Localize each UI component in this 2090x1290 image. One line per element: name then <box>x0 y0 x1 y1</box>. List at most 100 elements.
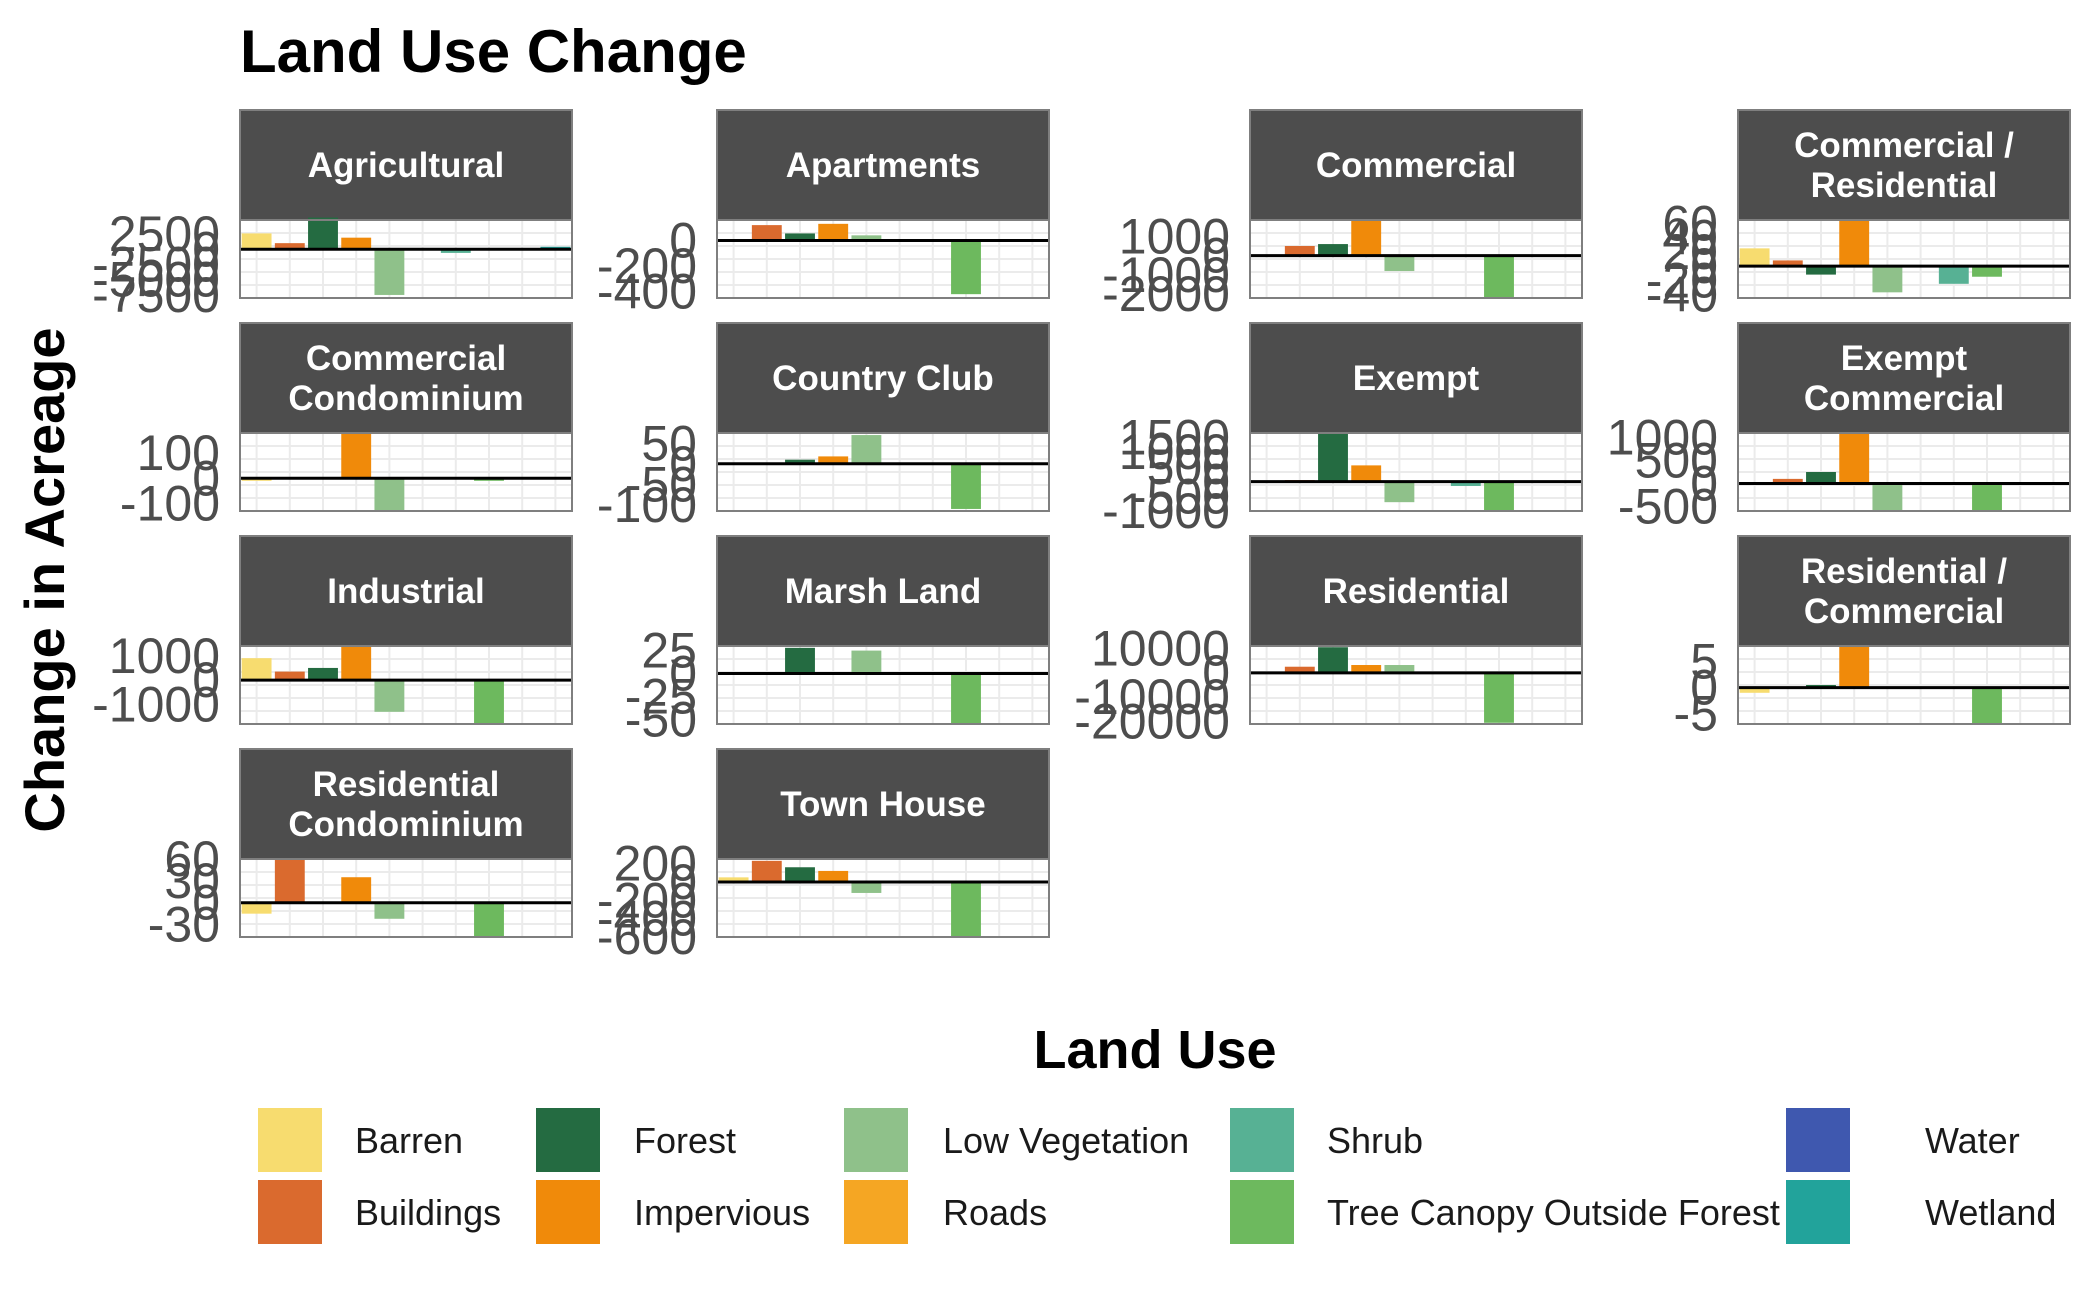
legend-item-buildings: Buildings <box>258 1180 501 1244</box>
y-tick-label: 50 <box>641 415 697 471</box>
facet-strip <box>239 535 573 647</box>
panel-border <box>1737 645 2071 725</box>
facet-strip-label: Country Club <box>772 359 994 398</box>
y-tick-label: -500 <box>1618 478 1718 534</box>
bar-residential-condominium-low-vegetation <box>374 902 405 919</box>
bar-exempt-low-vegetation <box>1384 481 1415 503</box>
y-tick-label: -400 <box>597 264 697 320</box>
y-axis-label: Change in Acreage <box>13 327 76 832</box>
legend-label: Forest <box>634 1120 736 1161</box>
bar-exempt-commercial-tree-canopy-outside-forest <box>1972 483 2002 511</box>
bar-town-house-tree-canopy-outside-forest <box>951 881 981 937</box>
y-tick-label: 5 <box>1690 634 1718 690</box>
bar-exempt-tree-canopy-outside-forest <box>1484 481 1514 511</box>
legend-label: Buildings <box>355 1192 501 1233</box>
bar-marsh-land-tree-canopy-outside-forest <box>951 673 981 724</box>
bar-agricultural-barren <box>241 233 272 250</box>
y-tick-label: 0 <box>669 854 697 910</box>
y-tick-label: 500 <box>1635 433 1718 489</box>
y-tick-label: 0 <box>1690 238 1718 294</box>
facet-strip-label: Agricultural <box>308 146 504 185</box>
bar-industrial-buildings <box>274 671 305 681</box>
legend-label: Roads <box>943 1192 1047 1233</box>
legend-item-barren: Barren <box>258 1108 463 1172</box>
y-tick-label: -5000 <box>92 252 220 308</box>
panel-border <box>1737 432 2071 512</box>
legend-item-wetland: Wetland <box>1786 1180 2056 1244</box>
bar-exempt-commercial-buildings <box>1772 478 1803 484</box>
legend-label: Water <box>1925 1120 2020 1161</box>
legend-swatch <box>1230 1108 1294 1172</box>
facet-panel-industrial: Industrial 10000-1000 <box>92 535 573 733</box>
y-tick-label: 0 <box>192 652 220 708</box>
y-tick-label: 0 <box>669 646 697 702</box>
bar-apartments-tree-canopy-outside-forest <box>951 240 981 295</box>
legend-item-roads: Roads <box>844 1180 1047 1244</box>
bar-country-club-tree-canopy-outside-forest <box>951 463 981 509</box>
panel-border <box>239 219 573 299</box>
y-tick-label: 0 <box>192 221 220 277</box>
y-tick-label: -400 <box>597 891 697 947</box>
legend: Barren Buildings Forest Impervious Low Veget… <box>258 1108 2056 1244</box>
bar-commercial-tree-canopy-outside-forest <box>1484 255 1514 298</box>
facet-panel-commercial: Commercial 10000-1000-2000 <box>1102 109 1583 322</box>
legend-label: Wetland <box>1925 1192 2056 1233</box>
bar-agricultural-impervious <box>341 237 372 250</box>
panel-border <box>1249 219 1583 299</box>
bar-country-club-forest <box>785 459 815 464</box>
legend-label: Low Vegetation <box>943 1120 1189 1161</box>
facet-strip-label: Residential / <box>1801 552 2007 591</box>
bar-marsh-land-low-vegetation <box>851 650 882 674</box>
legend-swatch <box>1786 1108 1850 1172</box>
facet-strip-label: Commercial <box>1316 146 1516 185</box>
panel-border <box>716 219 1050 299</box>
facet-strip-label: Residential <box>1323 572 1510 611</box>
y-tick-label: -50 <box>625 456 697 512</box>
bar-commercial-residential-barren <box>1739 248 1770 267</box>
y-tick-label: 20 <box>1662 224 1718 280</box>
y-tick-label: -200 <box>597 238 697 294</box>
bar-commercial-condominium-impervious <box>341 433 372 479</box>
bar-apartments-low-vegetation <box>851 235 882 241</box>
y-tick-label: -50 <box>625 691 697 747</box>
y-tick-label: 0 <box>1202 228 1230 284</box>
legend-item-shrub: Shrub <box>1230 1108 1423 1172</box>
bar-commercial-forest <box>1318 244 1348 256</box>
legend-swatch <box>1786 1180 1850 1244</box>
bar-town-house-buildings <box>751 860 782 882</box>
y-tick-label: 1000 <box>1119 424 1230 480</box>
bar-residential-commercial-barren <box>1739 687 1770 693</box>
legend-swatch <box>844 1180 908 1244</box>
y-tick-label: -5 <box>1674 686 1718 742</box>
facet-strip-label: Commercial <box>1804 592 2004 631</box>
legend-item-impervious: Impervious <box>536 1180 810 1244</box>
bar-agricultural-low-vegetation <box>374 249 405 295</box>
bar-town-house-forest <box>785 867 815 882</box>
legend-swatch <box>258 1180 322 1244</box>
bar-apartments-buildings <box>751 225 782 241</box>
legend-swatch <box>258 1108 322 1172</box>
bar-commercial-residential-forest <box>1806 266 1836 275</box>
bar-industrial-forest <box>308 667 338 681</box>
facet-strip-label: Town House <box>780 785 985 824</box>
y-tick-label: 0 <box>192 875 220 931</box>
y-tick-label: -20000 <box>1074 694 1230 750</box>
legend-swatch <box>1230 1180 1294 1244</box>
legend-title: Land Use <box>1033 1020 1276 1080</box>
bar-residential-tree-canopy-outside-forest <box>1484 672 1514 723</box>
facet-strip-label: Residential <box>313 765 500 804</box>
y-tick-label: -100 <box>597 477 697 533</box>
y-tick-label: 30 <box>164 853 220 909</box>
y-tick-label: 500 <box>1147 439 1230 495</box>
facet-strip-label: Marsh Land <box>785 572 981 611</box>
y-tick-label: 2500 <box>109 206 220 262</box>
y-tick-label: -600 <box>597 909 697 965</box>
y-tick-label: -2000 <box>1102 266 1230 322</box>
y-tick-label: -7500 <box>92 267 220 323</box>
y-tick-label: -20 <box>1646 252 1718 308</box>
legend-item-tree-canopy-outside-forest: Tree Canopy Outside Forest <box>1230 1180 1780 1244</box>
bar-agricultural-buildings <box>274 243 305 250</box>
legend-swatch <box>536 1108 600 1172</box>
